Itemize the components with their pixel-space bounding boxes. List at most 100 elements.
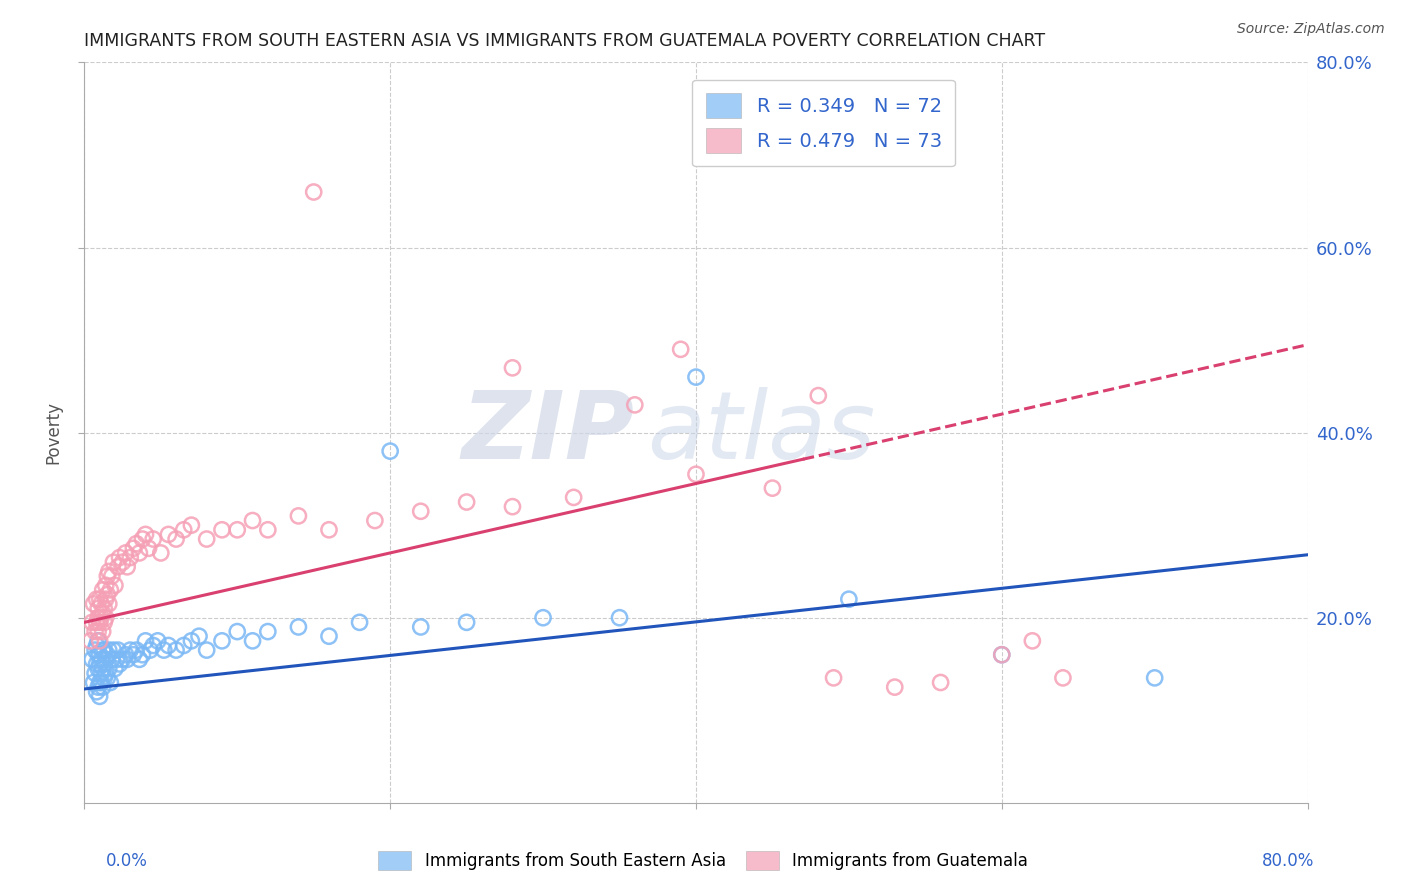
Point xyxy=(97,643,120,657)
Point xyxy=(195,643,218,657)
Point xyxy=(80,615,103,630)
Point xyxy=(87,662,110,676)
Point xyxy=(1143,671,1166,685)
Point xyxy=(157,639,180,653)
Point xyxy=(502,360,524,375)
Point xyxy=(91,662,114,676)
Point xyxy=(456,495,478,509)
Point xyxy=(257,523,280,537)
Point xyxy=(87,601,110,615)
Point xyxy=(90,675,112,690)
Point xyxy=(120,550,142,565)
Point xyxy=(142,639,165,653)
Point xyxy=(122,541,145,556)
Point xyxy=(165,532,187,546)
Point xyxy=(86,685,108,699)
Point xyxy=(90,652,112,666)
Point xyxy=(761,481,783,495)
Point xyxy=(409,620,432,634)
Point xyxy=(929,675,952,690)
Point xyxy=(609,610,631,624)
Point xyxy=(91,624,114,639)
Y-axis label: Poverty: Poverty xyxy=(45,401,63,464)
Point xyxy=(125,536,148,550)
Point xyxy=(105,652,128,666)
Point xyxy=(180,633,202,648)
Point xyxy=(131,532,153,546)
Point xyxy=(114,546,136,560)
Point xyxy=(211,633,233,648)
Point xyxy=(84,643,107,657)
Point xyxy=(108,550,131,565)
Point xyxy=(96,648,118,662)
Point xyxy=(104,662,127,676)
Point xyxy=(409,504,432,518)
Point xyxy=(107,643,129,657)
Point xyxy=(242,514,264,528)
Point xyxy=(111,555,134,569)
Point xyxy=(562,491,585,505)
Point xyxy=(135,633,157,648)
Point xyxy=(685,370,707,384)
Point xyxy=(318,523,340,537)
Point xyxy=(318,629,340,643)
Point xyxy=(98,675,121,690)
Point xyxy=(180,518,202,533)
Point xyxy=(103,643,125,657)
Point xyxy=(89,592,111,607)
Point xyxy=(97,597,120,611)
Point xyxy=(79,633,101,648)
Point xyxy=(104,578,127,592)
Point xyxy=(84,666,107,681)
Point xyxy=(502,500,524,514)
Point xyxy=(89,615,111,630)
Text: 0.0%: 0.0% xyxy=(105,852,148,870)
Point xyxy=(211,523,233,537)
Point xyxy=(188,629,211,643)
Point xyxy=(108,657,131,671)
Text: ZIP: ZIP xyxy=(463,386,636,479)
Point xyxy=(87,624,110,639)
Point xyxy=(91,582,114,597)
Point xyxy=(87,610,110,624)
Point xyxy=(89,675,111,690)
Point xyxy=(287,508,309,523)
Point xyxy=(226,624,249,639)
Point xyxy=(287,620,309,634)
Point xyxy=(94,578,117,592)
Point xyxy=(87,648,110,662)
Legend: R = 0.349   N = 72, R = 0.479   N = 73: R = 0.349 N = 72, R = 0.479 N = 73 xyxy=(692,79,955,167)
Point xyxy=(101,652,124,666)
Point xyxy=(165,643,187,657)
Point xyxy=(86,657,108,671)
Point xyxy=(624,398,647,412)
Point xyxy=(115,559,138,574)
Point xyxy=(89,657,111,671)
Point xyxy=(93,671,115,685)
Point xyxy=(302,185,325,199)
Point xyxy=(89,648,111,662)
Point xyxy=(96,569,118,583)
Point xyxy=(226,523,249,537)
Point xyxy=(173,523,195,537)
Point xyxy=(685,467,707,482)
Point xyxy=(90,666,112,681)
Point xyxy=(153,643,176,657)
Point xyxy=(1021,633,1043,648)
Point xyxy=(114,648,136,662)
Point xyxy=(96,671,118,685)
Point xyxy=(83,675,105,690)
Point xyxy=(139,643,162,657)
Point xyxy=(823,671,845,685)
Point xyxy=(669,343,692,357)
Point xyxy=(87,633,110,648)
Point xyxy=(107,559,129,574)
Point xyxy=(173,639,195,653)
Point xyxy=(86,615,108,630)
Point xyxy=(991,648,1014,662)
Legend: Immigrants from South Eastern Asia, Immigrants from Guatemala: Immigrants from South Eastern Asia, Immi… xyxy=(371,844,1035,877)
Point xyxy=(103,555,125,569)
Point xyxy=(93,657,115,671)
Point xyxy=(93,615,115,630)
Point xyxy=(135,527,157,541)
